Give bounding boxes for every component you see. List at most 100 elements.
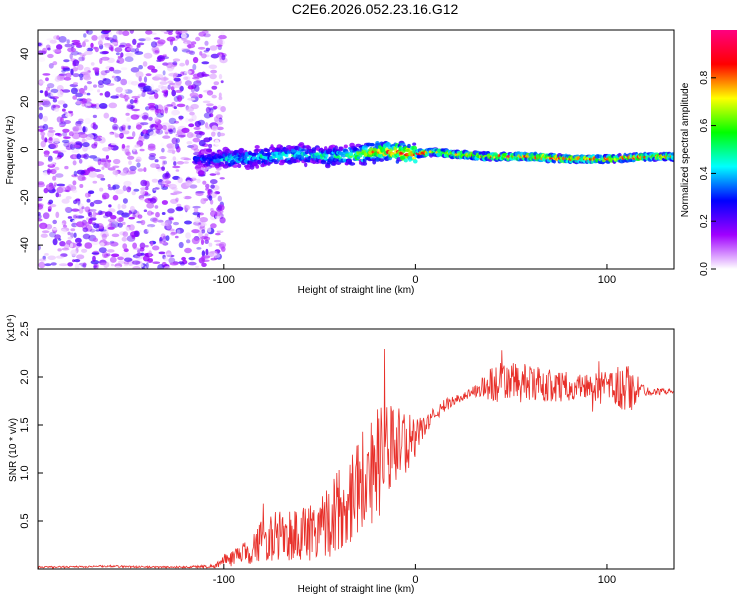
- noise-cell: [53, 182, 57, 186]
- noise-cell: [155, 74, 164, 79]
- noise-cell: [107, 167, 116, 171]
- noise-cell: [60, 222, 64, 226]
- noise-cell: [85, 98, 92, 103]
- noise-cell: [118, 44, 126, 48]
- noise-cell: [171, 143, 176, 150]
- noise-cell: [144, 245, 149, 248]
- noise-cell: [220, 31, 225, 36]
- noise-cell: [107, 57, 115, 63]
- colorbar-gradient: [711, 30, 737, 269]
- noise-cell: [62, 128, 70, 133]
- noise-cell: [88, 155, 98, 159]
- noise-cell: [50, 262, 57, 266]
- noise-cell: [173, 106, 177, 110]
- noise-cell: [184, 220, 192, 225]
- x-tick-label: -100: [213, 574, 235, 586]
- noise-cell: [61, 220, 67, 226]
- noise-cell: [185, 106, 195, 113]
- noise-cell: [48, 63, 54, 69]
- noise-cell: [198, 231, 203, 238]
- noise-cell: [82, 142, 90, 148]
- noise-cell: [78, 207, 84, 214]
- noise-cell: [145, 262, 149, 269]
- noise-cell: [52, 104, 61, 109]
- noise-cell: [161, 90, 166, 93]
- noise-cell: [73, 232, 77, 238]
- noise-cell: [79, 154, 87, 158]
- noise-cell: [166, 36, 176, 42]
- noise-cell: [159, 81, 168, 85]
- signal-cell: [257, 159, 262, 165]
- noise-cell: [86, 92, 91, 96]
- noise-cell: [38, 57, 46, 62]
- noise-cell: [91, 35, 98, 41]
- noise-cell: [54, 75, 61, 83]
- noise-cell: [150, 41, 158, 48]
- noise-cell: [86, 198, 91, 203]
- noise-cell: [148, 95, 156, 100]
- noise-cell: [201, 262, 207, 267]
- noise-cell: [91, 143, 98, 149]
- noise-cell: [180, 192, 186, 199]
- noise-cell: [65, 207, 73, 213]
- snr-x-axis-label: Height of straight line (km): [298, 584, 415, 595]
- noise-cell: [58, 185, 67, 193]
- noise-cell: [101, 34, 105, 39]
- noise-cell: [176, 146, 181, 153]
- noise-cell: [85, 71, 90, 78]
- noise-cell: [208, 64, 218, 70]
- noise-cell: [126, 186, 132, 193]
- noise-cell: [69, 143, 76, 150]
- noise-cell: [125, 151, 131, 157]
- signal-cell: [358, 153, 363, 158]
- noise-cell: [146, 202, 155, 209]
- noise-cell: [132, 146, 136, 152]
- noise-cell: [185, 59, 190, 66]
- noise-cell: [193, 221, 202, 226]
- noise-cell: [129, 169, 137, 175]
- noise-cell: [88, 208, 97, 212]
- noise-cell: [101, 56, 110, 61]
- snr-series-line: [38, 348, 674, 569]
- noise-cell: [102, 251, 108, 258]
- noise-cell: [56, 35, 60, 40]
- noise-cell: [78, 56, 85, 62]
- noise-cell: [83, 221, 90, 227]
- noise-cell: [42, 73, 51, 76]
- noise-cell: [111, 75, 116, 79]
- noise-cell: [157, 219, 164, 223]
- noise-cell: [86, 217, 90, 221]
- noise-cell: [43, 99, 50, 106]
- noise-cell: [139, 197, 145, 202]
- noise-cell: [144, 180, 150, 188]
- noise-cell: [110, 263, 115, 267]
- colorbar-tick-label: 0.8: [699, 70, 710, 84]
- noise-cell: [62, 131, 68, 137]
- noise-cell: [70, 232, 74, 239]
- noise-cell: [189, 92, 199, 98]
- noise-cell: [78, 133, 88, 139]
- noise-cell: [56, 183, 66, 187]
- signal-cell: [279, 156, 284, 161]
- noise-cell: [105, 155, 109, 160]
- noise-cell: [122, 198, 128, 204]
- noise-cell: [86, 81, 92, 85]
- noise-cell: [201, 73, 210, 77]
- noise-cell: [213, 81, 220, 86]
- noise-cell: [45, 223, 53, 230]
- noise-cell: [83, 75, 92, 81]
- noise-cell: [161, 212, 166, 215]
- noise-cell: [172, 45, 178, 52]
- noise-cell: [89, 202, 95, 207]
- noise-cell: [45, 44, 51, 50]
- noise-cell: [114, 75, 122, 82]
- noise-cell: [212, 253, 221, 259]
- noise-cell: [198, 238, 203, 241]
- noise-cell: [65, 196, 72, 200]
- noise-cell: [98, 247, 107, 254]
- noise-cell: [48, 160, 54, 166]
- noise-cell: [170, 231, 178, 235]
- noise-cell: [208, 136, 213, 141]
- noise-cell: [171, 187, 178, 191]
- noise-cell: [93, 169, 102, 172]
